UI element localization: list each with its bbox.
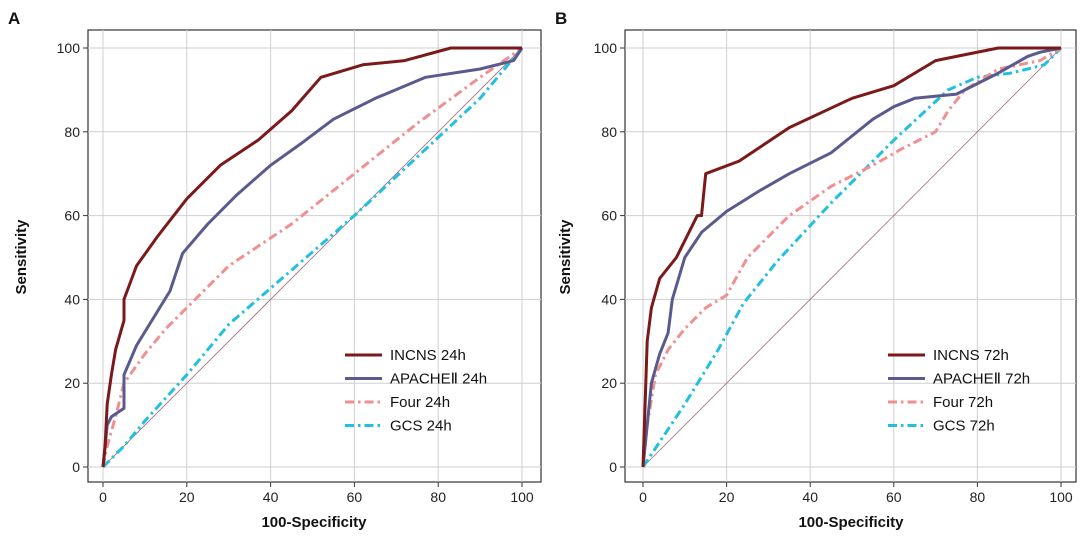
y-tick-label: 0 [609,459,617,475]
legend-label: INCNS 24h [390,347,466,364]
panel-letter: B [555,9,567,28]
y-tick-label: 0 [72,459,80,475]
y-tick-label: 80 [601,124,617,140]
y-tick-label: 20 [601,375,617,391]
legend-label: GCS 72h [933,418,995,435]
y-axis-label: Sensitivity [13,219,30,295]
series-line-incns-72h [641,46,1061,468]
x-tick-label: 20 [719,489,735,505]
y-tick-label: 40 [64,291,80,307]
series-line-apache-24h [101,47,524,468]
chart-panel-b: 0 20 40 60 80 100 0 20 40 60 80 100 INCNS 72h APACHEⅡ… [555,9,1077,531]
x-tick-label: 0 [639,489,647,505]
legend-label: GCS 24h [390,418,452,435]
legend-label: APACHEⅡ 24h [390,371,487,388]
y-tick-label: 60 [64,208,80,224]
x-tick-label: 20 [179,489,195,505]
legend-label: APACHEⅡ 72h [933,371,1030,388]
y-tick-label: 20 [64,375,80,391]
x-tick-label: 100 [510,489,534,505]
panel-letter: A [8,9,20,28]
chart-panel-a: 0 20 40 60 80 100 0 20 40 60 80 100 INCNS 24h APACHEⅡ… [8,9,542,531]
x-tick-label: 40 [802,489,818,505]
x-tick-label: 80 [970,489,986,505]
x-axis-label: 100-Specificity [261,514,367,531]
y-axis-label: Sensitivity [557,219,574,295]
y-tick-label: 100 [57,40,81,56]
y-tick-label: 80 [64,124,80,140]
x-tick-label: 60 [347,489,363,505]
series-line-gcs-72h [641,46,1063,468]
legend-label: INCNS 72h [933,347,1009,364]
series-line-incns-24h [101,46,522,468]
x-tick-label: 100 [1049,489,1073,505]
x-axis-label: 100-Specificity [798,514,904,531]
y-tick-label: 40 [601,291,617,307]
series-line-apache-72h [641,46,1062,468]
plot-frame [624,29,1077,483]
legend-label: Four 72h [933,394,993,411]
x-tick-label: 0 [99,489,107,505]
legend-label: Four 24h [390,394,450,411]
series-line-four-24h [101,46,523,468]
x-tick-label: 40 [263,489,279,505]
y-tick-label: 100 [594,40,618,56]
y-tick-label: 60 [601,208,617,224]
reference-diagonal-line [642,47,1062,468]
series-line-gcs-24h [101,47,524,469]
x-tick-label: 60 [886,489,902,505]
x-tick-label: 80 [430,489,446,505]
reference-diagonal-line [102,47,523,468]
